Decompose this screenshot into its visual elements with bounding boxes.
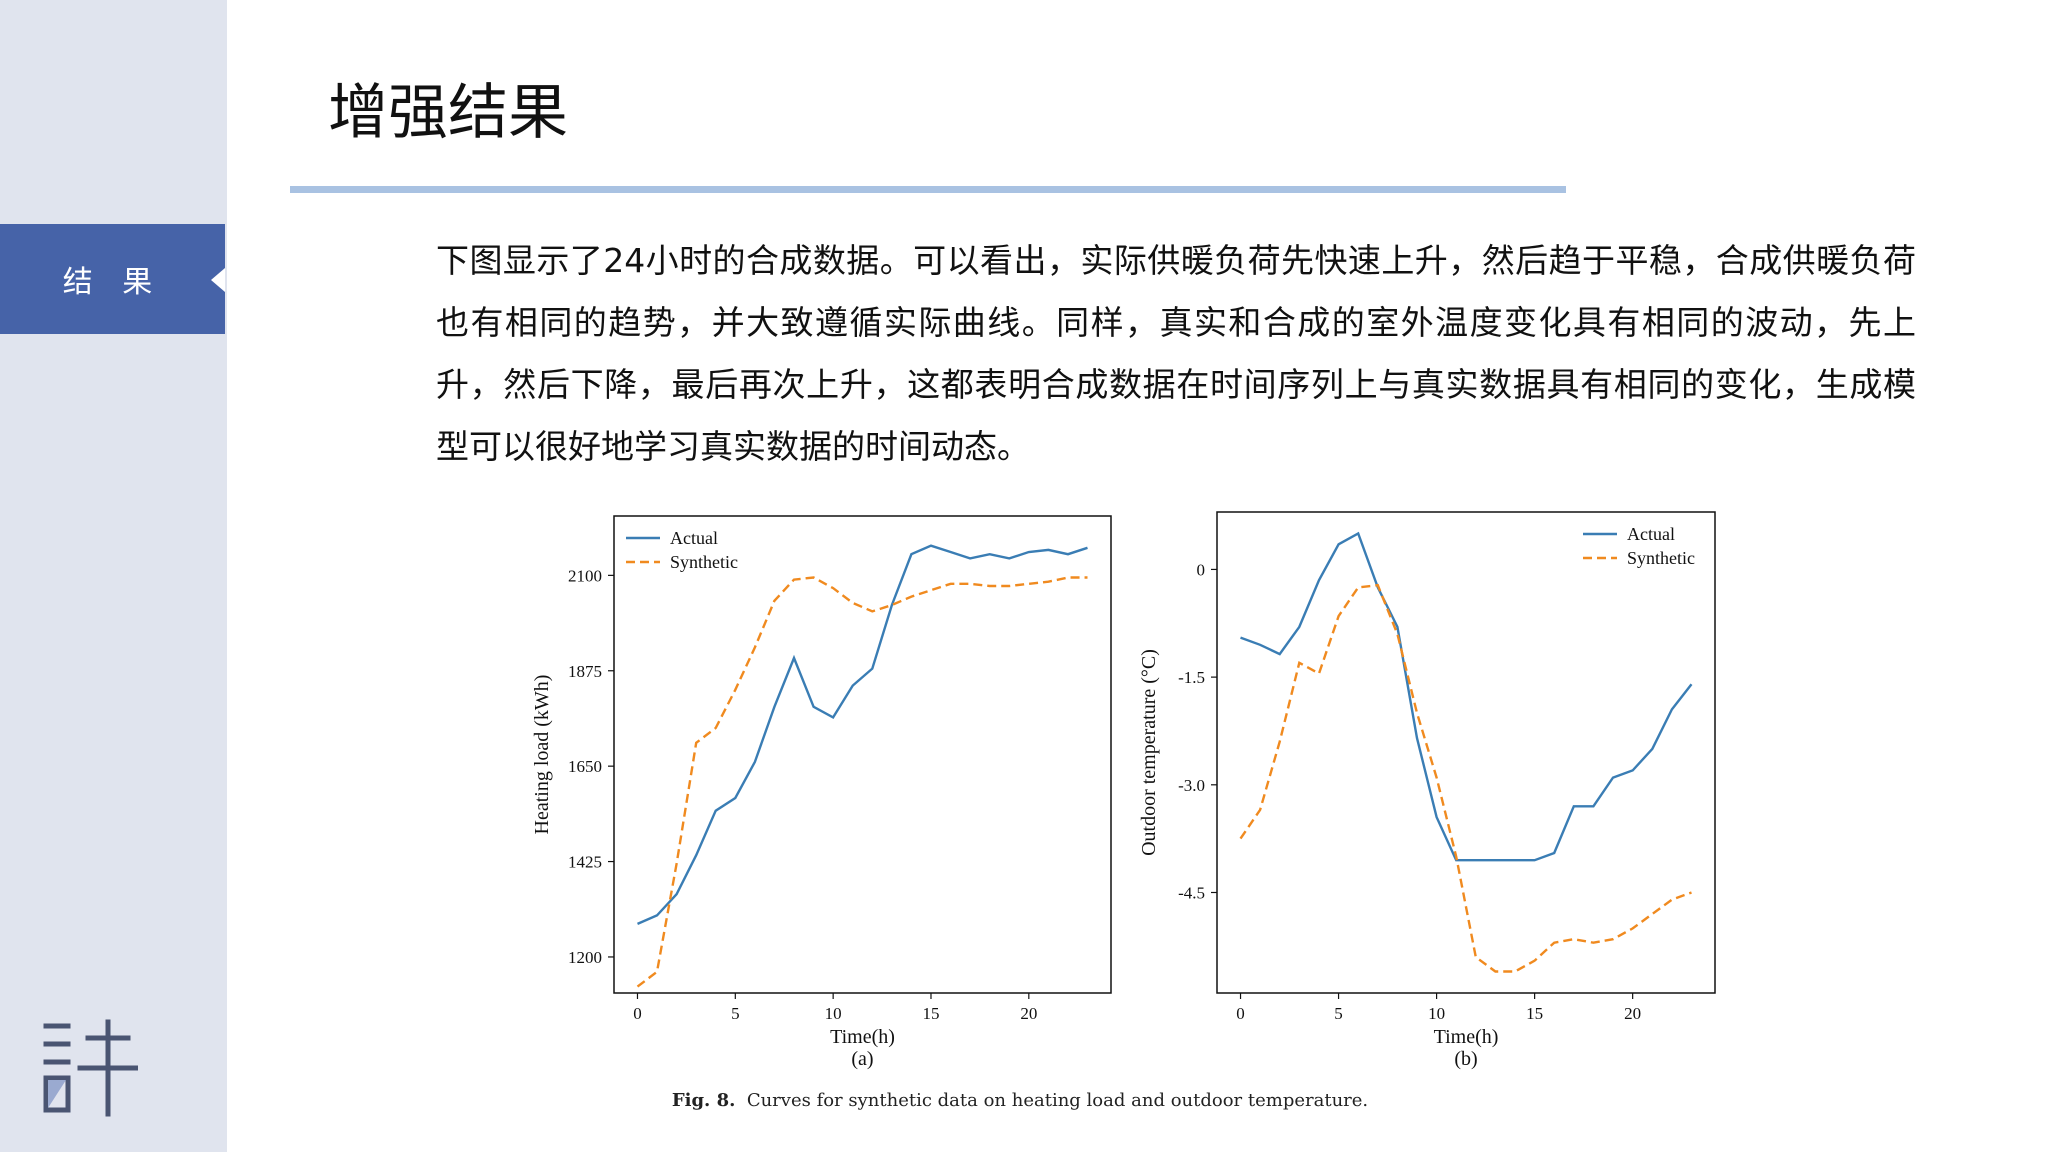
figure-caption: Fig. 8. Curves for synthetic data on hea…: [300, 1090, 1740, 1111]
x-tick-label: 20: [1624, 1004, 1641, 1023]
x-tick-label: 0: [633, 1004, 642, 1023]
xu-character-logo-icon: [43, 1019, 138, 1117]
figure-charts: 0 5 10 15 2012001425165018752100Time(h)(a)He…: [531, 511, 1716, 1070]
x-tick-label: 5: [1334, 1004, 1343, 1023]
y-axis-label: Heating load (kWh): [531, 675, 553, 835]
body-paragraph: 下图显示了24小时的合成数据。可以看出，实际供暖负荷先快速上升，然后趋于平稳，合…: [436, 241, 1916, 466]
chart-panel-b: 0 5 10 15 20 0 -1.5 -3.0 -4.5 Time(h)(b) Outdoor t…: [1138, 511, 1716, 1070]
x-tick-label: 15: [922, 1004, 939, 1023]
title-divider: [290, 186, 1566, 193]
legend-label-actual: Actual: [1627, 524, 1675, 544]
sidebar: [0, 0, 227, 1152]
y-tick-label: 1875: [568, 662, 602, 681]
panel-label: (a): [851, 1048, 873, 1070]
x-tick-label: 10: [1428, 1004, 1445, 1023]
x-tick-label: 15: [1526, 1004, 1543, 1023]
y-tick-label: -1.5: [1178, 668, 1205, 687]
legend-label-synthetic: Synthetic: [1627, 548, 1695, 568]
y-tick-label: 2100: [568, 566, 602, 585]
section-tab-results[interactable]: 结 果: [0, 224, 225, 334]
plot-frame: [1216, 511, 1716, 994]
series-line-synthetic: [636, 576, 1088, 988]
y-tick-label: -3.0: [1178, 776, 1205, 795]
x-tick-label: 0: [1236, 1004, 1245, 1023]
plot-frame: [613, 515, 1112, 994]
x-tick-label: 20: [1020, 1004, 1037, 1023]
x-axis-label: Time(h): [1434, 1026, 1499, 1048]
tab-notch-indicator: [211, 268, 225, 292]
y-tick-label: -4.5: [1178, 883, 1205, 902]
chart-panel-a: 0 5 10 15 20 1200 1425 1650 1875 2100 Time(h)(a) He…: [531, 515, 1112, 1070]
series-line-actual: [1240, 531, 1693, 862]
legend-label-actual: Actual: [670, 528, 718, 548]
series-line-actual: [637, 544, 1088, 926]
y-axis-label: Outdoor temperature (°C): [1138, 649, 1160, 856]
x-tick-label: 5: [731, 1004, 740, 1023]
legend-label-synthetic: Synthetic: [670, 552, 738, 572]
caption-text: Curves for synthetic data on heating loa…: [746, 1090, 1369, 1111]
panel-label: (b): [1454, 1048, 1477, 1070]
y-tick-label: 1425: [568, 853, 602, 872]
x-tick-label: 10: [825, 1004, 842, 1023]
y-tick-label: 0: [1197, 560, 1206, 579]
y-tick-label: 1650: [568, 757, 602, 776]
section-tab-label: 结 果: [62, 265, 163, 300]
y-tick-label: 1200: [568, 948, 602, 967]
page-title: 增强结果: [328, 78, 568, 148]
series-line-synthetic: [1239, 583, 1692, 973]
caption-label: Fig. 8.: [671, 1090, 736, 1111]
x-axis-label: Time(h): [830, 1026, 895, 1048]
